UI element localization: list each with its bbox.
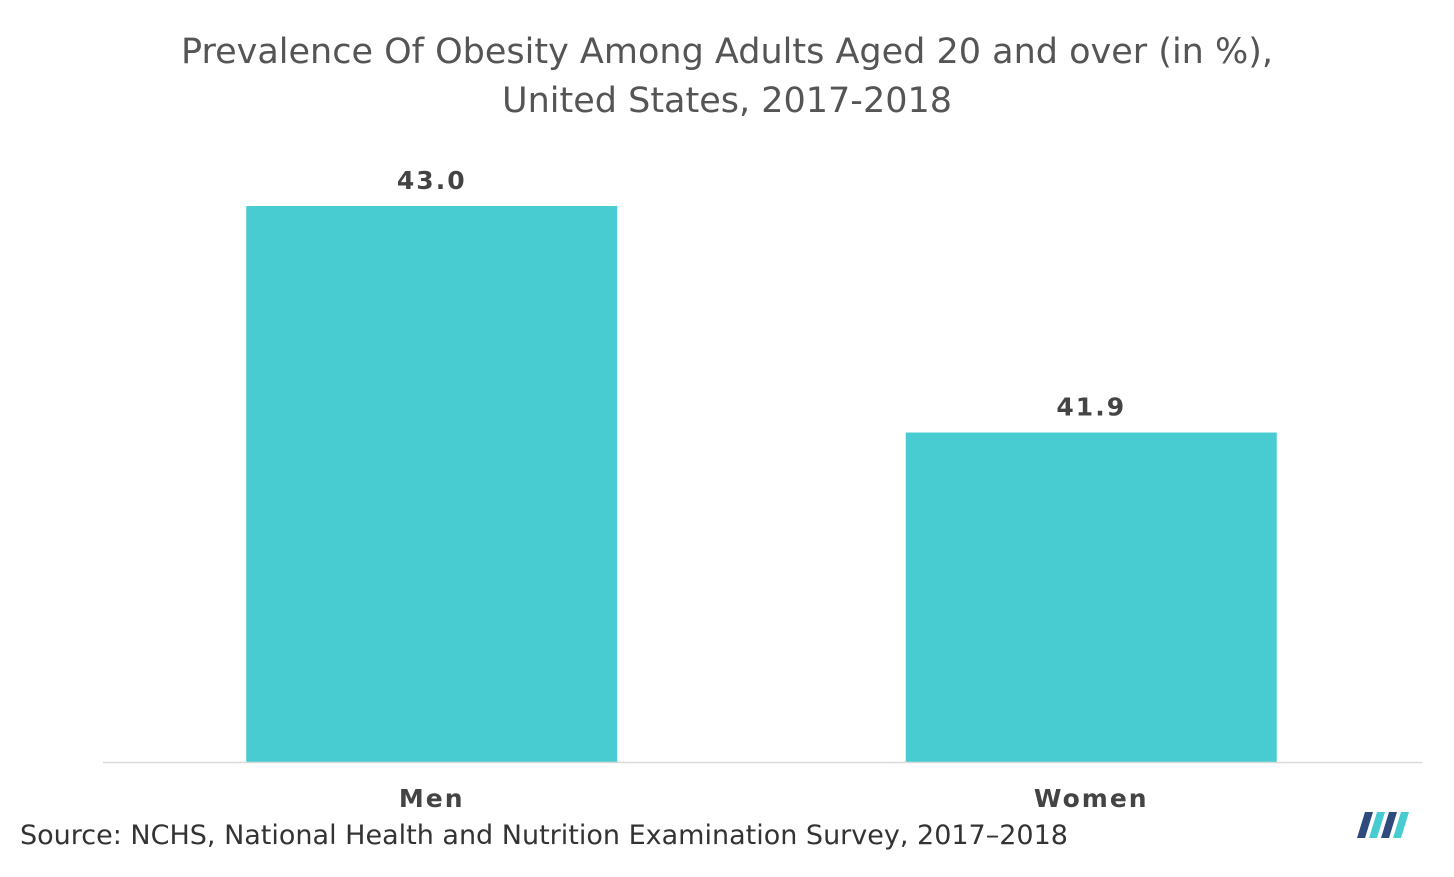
category-label-women: Women	[1034, 784, 1149, 813]
value-label-men: 43.0	[397, 166, 467, 195]
chart-title-line-2: United States, 2017-2018	[501, 81, 953, 121]
bar-women	[905, 432, 1277, 762]
category-label-men: Men	[399, 784, 465, 813]
source-note: Source: NCHS, National Health and Nutrit…	[20, 820, 1068, 851]
value-label-women: 41.9	[1056, 393, 1126, 422]
mordor-logo-icon	[1357, 812, 1409, 838]
bar-men	[246, 206, 618, 762]
chart-title: Prevalence Of Obesity Among Adults Aged …	[0, 28, 1454, 126]
chart-title-line-1: Prevalence Of Obesity Among Adults Aged …	[180, 32, 1274, 72]
